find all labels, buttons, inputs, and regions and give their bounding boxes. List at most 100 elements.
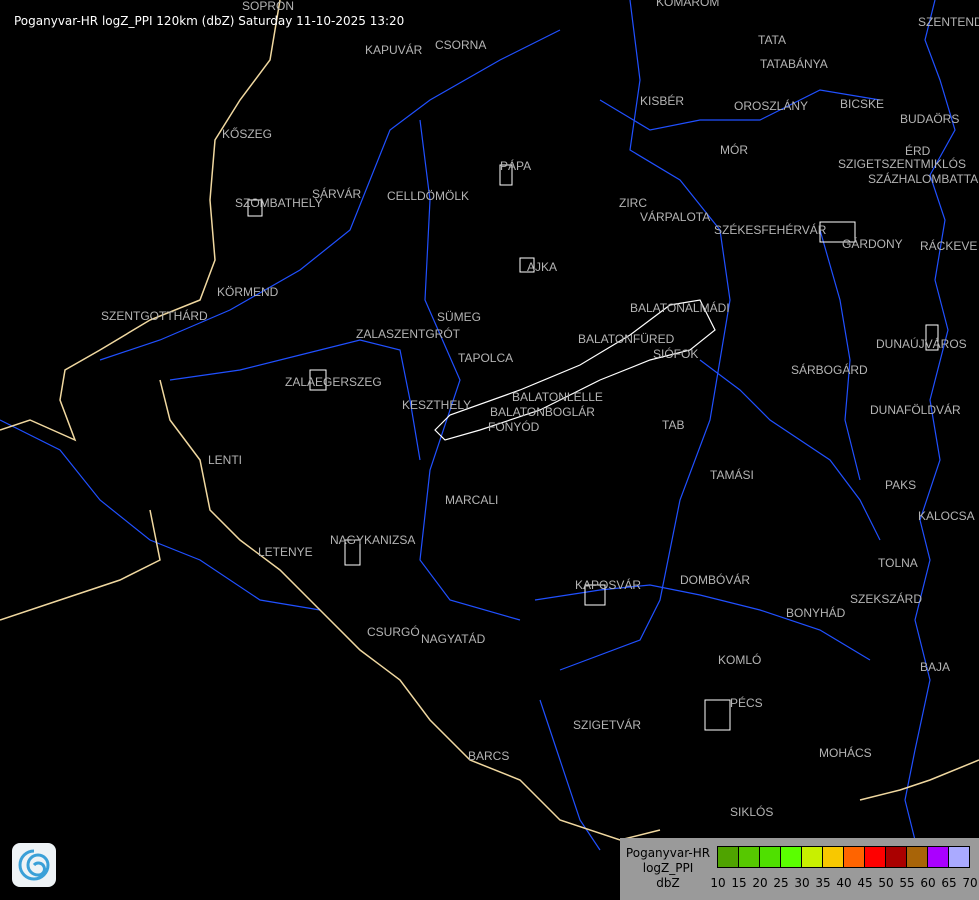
city-label: SÁRVÁR [312,187,362,201]
city-label: NAGYATÁD [421,632,486,646]
county-line-3 [0,419,321,611]
county-line-2 [559,0,731,671]
city-label: BAJA [920,660,951,674]
city-label: DUNAÚJVÁROS [876,337,967,351]
city-label: SIKLÓS [730,805,774,819]
legend-tick: 60 [920,876,936,890]
city-label: BARCS [468,749,510,763]
city-label: OROSZLÁNY [734,99,809,113]
city-label: KOMLÓ [718,653,762,667]
city-label: KISBÉR [640,94,685,108]
city-label: CELLDÖMÖLK [387,189,470,203]
city-label: SÜMEG [437,310,482,324]
city-label: SZIGETVÁR [573,718,642,732]
city-label: BALATONALMÁDI [630,301,730,315]
legend-swatch [886,847,907,867]
river-sarviz [819,229,861,481]
city-label: ZALASZENTGRÓT [356,327,461,341]
legend-tick: 35 [815,876,831,890]
legend-tick: 15 [731,876,747,890]
country-border-south [159,379,661,841]
city-label: SZOMBATHELY [235,196,323,210]
city-label: ÉRD [905,144,931,158]
city-label: TAMÁSI [710,468,754,482]
legend-tick: 55 [899,876,915,890]
city-label: BONYHÁD [786,606,846,620]
city-label: BALATONLELLE [512,390,603,404]
legend-tick: 10 [710,876,726,890]
city-label: PAKS [885,478,917,492]
legend-swatch [865,847,886,867]
river-kapos [534,584,871,661]
city-label: SZIGETSZENTMIKLÓS [838,157,967,171]
legend-swatch [907,847,928,867]
legend-tick: 65 [941,876,957,890]
map-title: Poganyvar-HR logZ_PPI 120km (dbZ) Saturd… [14,14,405,28]
city-label: SIÓFOK [653,347,699,361]
legend-swatch [781,847,802,867]
river-drava-inner [539,699,601,851]
city-label: ZALAEGERSZEG [285,375,382,389]
city-label: KÖRMEND [217,285,279,299]
city-label: LETENYE [258,545,313,559]
legend-swatch [760,847,781,867]
legend-tick: 20 [752,876,768,890]
county-line-4 [599,89,881,131]
city-label: VÁRPALOTA [640,210,711,224]
city-label: BICSKE [840,97,885,111]
city-label: TATA [758,33,786,47]
legend-swatch [739,847,760,867]
country-border-west [0,0,281,442]
city-label: MARCALI [445,493,499,507]
city-label: ZIRC [619,196,647,210]
legend-tick: 70 [962,876,978,890]
city-label: BUDAÖRS [900,112,960,126]
river-zala [169,339,421,461]
city-label: PÁPA [500,159,532,173]
legend-unit: dbZ [656,876,680,890]
legend-tick: 50 [878,876,894,890]
lake-balaton [434,299,716,441]
city-label: KŐSZEG [222,127,273,141]
city-label: SZENTENDRE [918,15,979,29]
city-label: BALATONBOGLÁR [490,405,595,419]
city-label: MÓR [720,143,748,157]
city-label: FONYÓD [488,420,540,434]
legend-product: logZ_PPI [642,861,694,875]
legend-tick: 25 [773,876,789,890]
city-label: KALOCSA [918,509,975,523]
city-label: LENTI [208,453,243,467]
country-border-slovenia [0,509,161,621]
legend-radar-name: Poganyvar-HR [625,846,711,860]
city-label: MOHÁCS [819,746,872,760]
city-label: GÁRDONY [842,237,903,251]
city-label: NAGYKANIZSA [330,533,416,547]
city-label: KAPOSVÁR [575,578,642,592]
color-legend: Poganyvar-HR logZ_PPI dbZ 10 15 20 25 30 35 40… [620,838,979,900]
city-label: KAPUVÁR [365,43,423,57]
legend-tick: 40 [836,876,852,890]
city-label: PÉCS [730,696,763,710]
legend-swatch [718,847,739,867]
legend-swatch [844,847,865,867]
legend-color-bar [717,846,970,868]
city-label: DOMBÓVÁR [680,573,751,587]
river-raba [99,29,561,361]
city-label: AJKA [527,260,558,274]
county-line [419,119,521,621]
city-label: BALATONFÜRED [578,332,675,346]
city-label: TAB [662,418,685,432]
city-label: SZEKSZÁRD [850,592,923,606]
country-border-southeast [859,759,979,801]
river-sio [699,359,881,541]
city-label: KESZTHELY [402,398,472,412]
swirl-logo-icon [12,843,56,887]
city-label: RÁCKEVE [920,239,978,253]
city-label: KOMÁROM [656,0,720,9]
city-label: TATABÁNYA [760,57,828,71]
legend-swatch [949,847,969,867]
city-label: DUNAFÖLDVÁR [870,403,961,417]
city-label: SOPRON [242,0,295,13]
